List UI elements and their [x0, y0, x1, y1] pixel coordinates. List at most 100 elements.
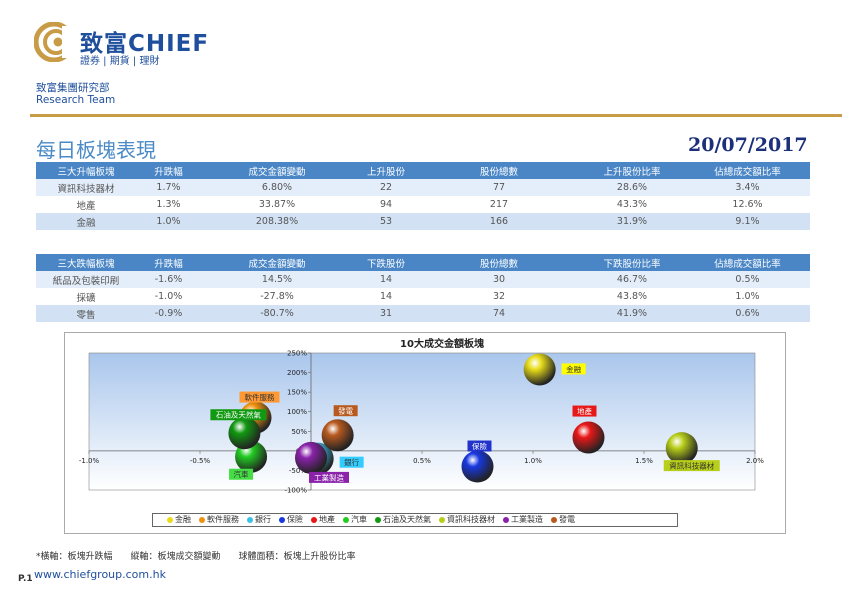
chart-legend: 金融 軟件服務 銀行 保險 地產 汽車 石油及天然氣 資訊科技器材 工業製造 發電 — [152, 513, 678, 527]
table-row: 採礦 -1.0% -27.8% 14 32 43.8% 1.0% — [36, 288, 810, 305]
table-cell: 6.80% — [201, 179, 353, 196]
legend-label: 資訊科技器材 — [447, 515, 495, 524]
legend-label: 軟件服務 — [207, 515, 239, 524]
table-cell: 217 — [419, 196, 579, 213]
footnote-x-axis: 橫軸：板塊升跌幅 — [40, 552, 113, 562]
y-tick-label: 250% — [287, 350, 307, 358]
bubble-3 — [461, 450, 494, 483]
table-cell: 1.0% — [685, 288, 810, 305]
bubble-9 — [321, 419, 354, 452]
bubble-label-bg — [339, 456, 364, 468]
page-title: 每日板塊表現 — [36, 138, 156, 162]
table-cell: 14.5% — [201, 271, 353, 288]
legend-item: 軟件服務 — [199, 514, 239, 526]
legend-marker-icon — [311, 516, 317, 523]
bubble-label-bg — [467, 440, 492, 452]
legend-item: 發電 — [551, 514, 575, 526]
bubble-6 — [228, 417, 261, 450]
bubble-label-bg — [309, 471, 349, 483]
footnote-bubble: 球體面積：板塊上升股份比率 — [238, 552, 356, 562]
footnote-y-axis: 縱軸：板塊成交額變動 — [130, 552, 221, 562]
column-header: 下跌股份比率 — [579, 254, 685, 271]
chart-title: 10大成交金額板塊 — [400, 337, 484, 350]
table-header-row: 三大跌幅板塊 升跌幅 成交金額變動 下跌股份 股份總數 下跌股份比率 佔總成交額… — [36, 254, 810, 271]
table-cell: 166 — [419, 213, 579, 230]
y-tick-label: 150% — [287, 389, 307, 397]
bubble-label-bg — [210, 409, 267, 421]
y-tick-label: -100% — [284, 487, 307, 495]
table-cell: 地產 — [36, 196, 136, 213]
table-cell: 53 — [353, 213, 419, 230]
column-header: 成交金額變動 — [201, 254, 353, 271]
legend-item: 工業製造 — [503, 514, 543, 526]
table-cell: 28.6% — [579, 179, 685, 196]
plot-area — [88, 352, 756, 491]
bubble-label: 石油及天然氣 — [216, 410, 261, 420]
legend-marker-icon — [167, 516, 173, 523]
legend-label: 汽車 — [351, 515, 367, 524]
table-cell: 零售 — [36, 305, 136, 322]
table-cell: 32 — [419, 288, 579, 305]
column-header: 股份總數 — [419, 162, 579, 179]
legend-label: 工業製造 — [511, 515, 543, 524]
legend-marker-icon — [199, 516, 205, 523]
table-cell: -0.9% — [136, 305, 201, 322]
website-link[interactable]: www.chiefgroup.com.hk — [34, 568, 166, 581]
table-cell: 14 — [353, 288, 419, 305]
table-cell: 33.87% — [201, 196, 353, 213]
bubble-7 — [665, 432, 698, 465]
legend-item: 金融 — [167, 514, 191, 526]
chart-footnote: *橫軸：板塊升跌幅 縱軸：板塊成交額變動 球體面積：板塊上升股份比率 — [36, 549, 374, 562]
table-cell: 22 — [353, 179, 419, 196]
bubble-label: 銀行 — [344, 457, 359, 467]
bubble-label: 軟件服務 — [245, 392, 275, 402]
legend-marker-icon — [551, 516, 557, 523]
legend-marker-icon — [279, 516, 285, 523]
bubble-label-bg — [663, 460, 720, 472]
legend-label: 發電 — [559, 515, 575, 524]
table-cell: 採礦 — [36, 288, 136, 305]
table-cell: 43.3% — [579, 196, 685, 213]
top-gainers-table: 三大升幅板塊 升跌幅 成交金額變動 上升股份 股份總數 上升股份比率 佔總成交額… — [36, 162, 810, 230]
column-header: 佔總成交額比率 — [685, 254, 810, 271]
bubble-4 — [572, 421, 605, 454]
legend-item: 保險 — [279, 514, 303, 526]
column-header: 上升股份 — [353, 162, 419, 179]
table-cell: 資訊科技器材 — [36, 179, 136, 196]
legend-label: 金融 — [175, 515, 191, 524]
bubble-label: 資訊科技器材 — [669, 461, 714, 471]
footnote-prefix: * — [36, 552, 41, 562]
table-cell: 31 — [353, 305, 419, 322]
legend-item: 地產 — [311, 514, 335, 526]
bubble-label-bg — [239, 391, 280, 403]
legend-item: 資訊科技器材 — [439, 514, 495, 526]
table-cell: -1.0% — [136, 288, 201, 305]
legend-marker-icon — [375, 516, 381, 523]
table-cell: 77 — [419, 179, 579, 196]
table-cell: 31.9% — [579, 213, 685, 230]
team-label: Research Team — [36, 94, 116, 106]
legend-marker-icon — [503, 516, 509, 523]
bubble-label: 保險 — [472, 441, 487, 451]
table-cell: 3.4% — [685, 179, 810, 196]
logo-wordmark: 致富CHIEF — [80, 31, 210, 57]
y-tick-label: 50% — [291, 428, 307, 436]
table-cell: -1.6% — [136, 271, 201, 288]
bubble-8 — [295, 441, 327, 474]
table-row: 紙品及包裝印刷 -1.6% 14.5% 14 30 46.7% 0.5% — [36, 271, 810, 288]
legend-item: 石油及天然氣 — [375, 514, 431, 526]
table-cell: 1.0% — [136, 213, 201, 230]
legend-label: 銀行 — [255, 515, 271, 524]
legend-marker-icon — [343, 516, 349, 523]
page-number: P.1 — [18, 574, 33, 584]
table-cell: 金融 — [36, 213, 136, 230]
table-cell: 1.3% — [136, 196, 201, 213]
table-row: 地產 1.3% 33.87% 94 217 43.3% 12.6% — [36, 196, 810, 213]
y-tick-label: 100% — [287, 408, 307, 416]
column-header: 成交金額變動 — [201, 162, 353, 179]
logo-tagline: 證券 | 期貨 | 理財 — [80, 56, 160, 67]
legend-item: 汽車 — [343, 514, 367, 526]
table-cell: 43.8% — [579, 288, 685, 305]
bubble-label: 金融 — [566, 364, 581, 374]
x-tick-label: 1.5% — [635, 457, 653, 465]
